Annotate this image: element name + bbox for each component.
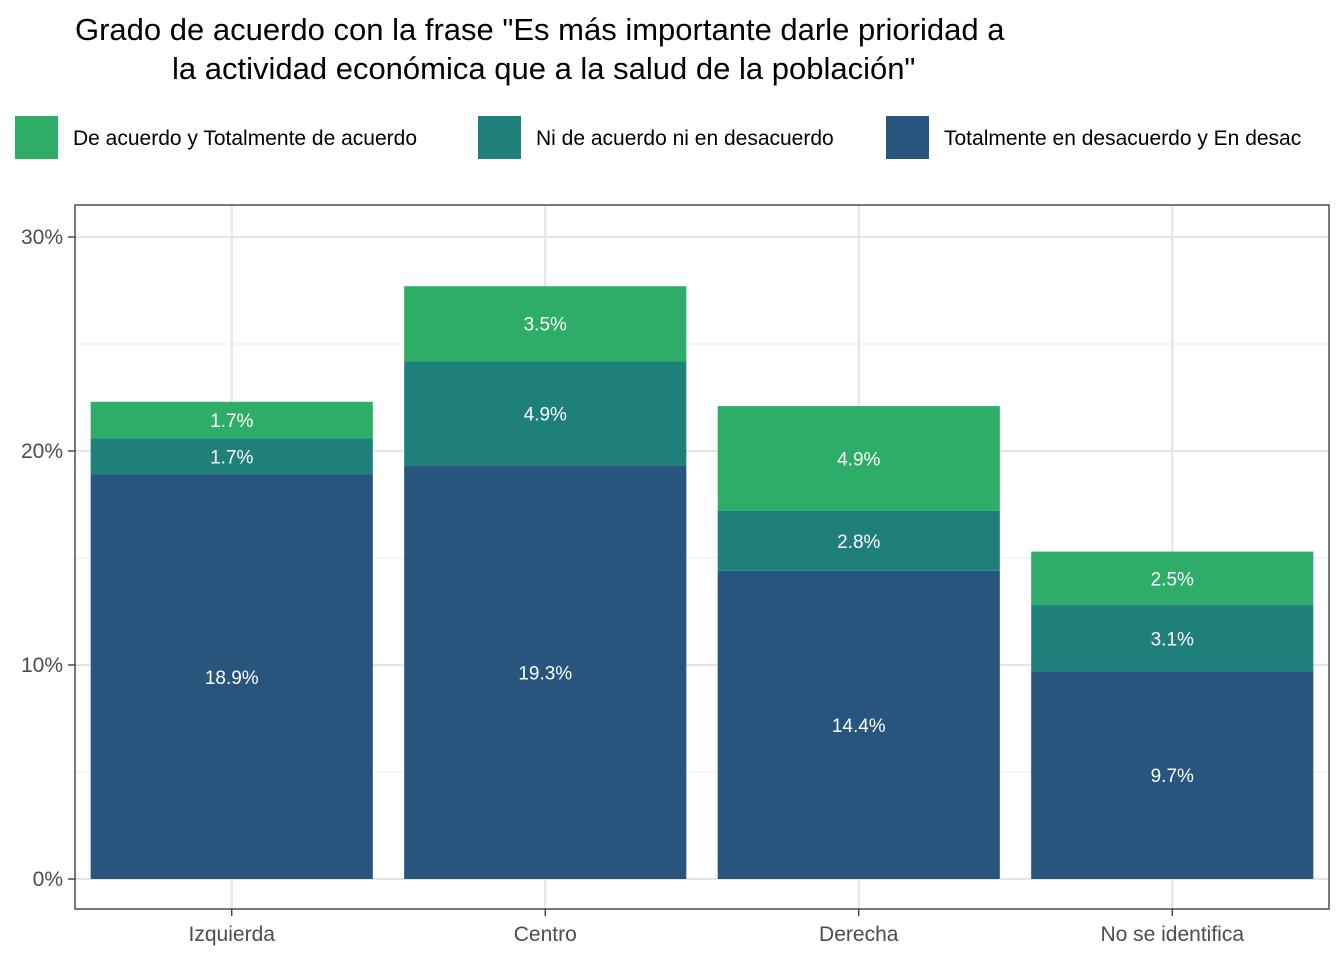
bar-segment xyxy=(717,406,1000,511)
bar-value-label: 4.9% xyxy=(837,449,880,470)
x-tick-label: No se identifica xyxy=(1100,923,1244,946)
bar-value-label: 18.9% xyxy=(205,668,259,689)
bar-segment xyxy=(90,401,373,439)
y-tick-label: 20% xyxy=(21,440,63,463)
plot-area: 18.9% 1.7% 1.7% 19.3% 4.9% 3.5% 14.4% 2.8% 4.9% 9… xyxy=(21,204,1330,946)
bar-segment xyxy=(90,474,373,879)
panel-border xyxy=(74,204,1330,910)
x-tick-label: Derecha xyxy=(819,923,899,946)
bar-segment xyxy=(1031,671,1314,879)
legend-label: Totalmente en desacuerdo y En desac xyxy=(944,127,1301,150)
bar-segment xyxy=(404,361,687,466)
bar-segment xyxy=(404,286,687,362)
bar-segment xyxy=(717,510,1000,571)
chart-title-line-1: Grado de acuerdo con la frase "Es más im… xyxy=(75,12,1005,47)
bar-value-label: 2.5% xyxy=(1151,569,1194,590)
bar-value-label: 9.7% xyxy=(1151,766,1194,787)
bar-segment xyxy=(90,438,373,475)
bar-segment xyxy=(404,465,687,879)
bar-value-label: 1.7% xyxy=(210,411,253,432)
y-tick-label: 10% xyxy=(21,654,63,677)
bar-value-label: 19.3% xyxy=(518,663,572,684)
x-tick-label: Centro xyxy=(514,923,577,946)
bar-value-label: 1.7% xyxy=(210,447,253,468)
x-tick-label: Izquierda xyxy=(189,923,276,946)
bar-segment xyxy=(1031,605,1314,672)
legend-swatch xyxy=(15,116,58,159)
legend-label: De acuerdo y Totalmente de acuerdo xyxy=(73,127,417,150)
legend-item: De acuerdo y Totalmente de acuerdo xyxy=(15,116,417,159)
legend-item: Totalmente en desacuerdo y En desac xyxy=(886,116,1301,159)
y-tick-label: 0% xyxy=(33,868,63,891)
chart-title: Grado de acuerdo con la frase "Es más im… xyxy=(75,12,1005,86)
bar-value-label: 4.9% xyxy=(524,405,567,426)
legend-item: Ni de acuerdo ni en desacuerdo xyxy=(478,116,834,159)
y-tick-label: 30% xyxy=(21,226,63,249)
legend-label: Ni de acuerdo ni en desacuerdo xyxy=(536,127,834,150)
bar-segment xyxy=(1031,551,1314,606)
bar-segment xyxy=(717,570,1000,879)
legend-swatch xyxy=(886,116,929,159)
legend: De acuerdo y Totalmente de acuerdo Ni de … xyxy=(15,116,1301,159)
chart-title-line-2: la actividad económica que a la salud de… xyxy=(172,51,915,86)
bar-value-label: 3.1% xyxy=(1151,629,1194,650)
bar-value-label: 14.4% xyxy=(832,716,886,737)
legend-swatch xyxy=(478,116,521,159)
bar-value-label: 2.8% xyxy=(837,532,880,553)
bar-value-label: 3.5% xyxy=(524,315,567,336)
